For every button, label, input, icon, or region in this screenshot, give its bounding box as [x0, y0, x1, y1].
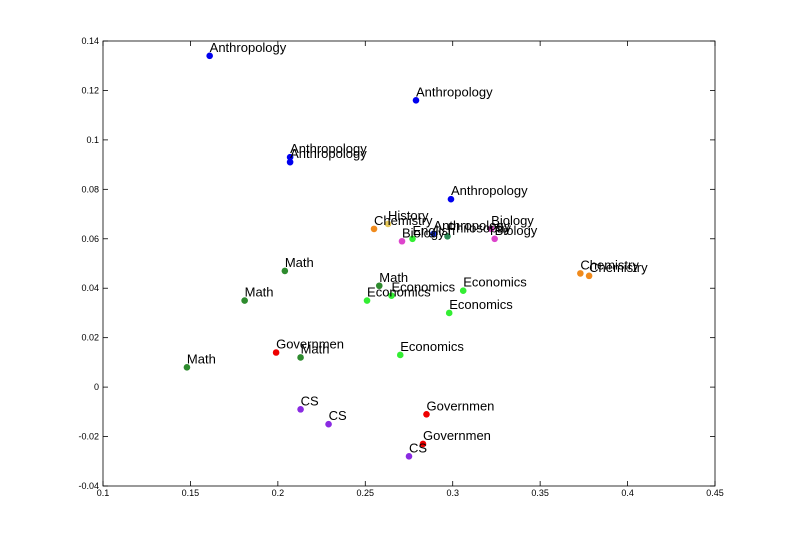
y-tick-label: -0.04 [78, 481, 99, 491]
x-tick-label: 0.35 [531, 488, 549, 498]
data-point [388, 292, 395, 299]
x-tick-label: 0.3 [446, 488, 459, 498]
y-tick-label: 0.02 [81, 333, 99, 343]
data-point [297, 354, 304, 361]
point-label: Anthropology [433, 218, 510, 233]
x-tick-label: 0.4 [621, 488, 634, 498]
data-point [396, 351, 404, 359]
data-point [577, 270, 584, 277]
point-label: Chemistry [589, 260, 648, 275]
data-point [206, 52, 213, 60]
y-tick-label: 0.08 [81, 184, 99, 194]
point-label: History [388, 208, 429, 223]
data-point [384, 220, 392, 228]
data-point [423, 411, 430, 418]
point-label: Chemistry [580, 257, 639, 272]
point-label: Math [245, 285, 274, 300]
point-label: Math [379, 270, 408, 285]
point-label: Economics [463, 275, 527, 290]
data-point [375, 282, 383, 290]
data-point [430, 230, 437, 238]
y-tick-label: 0.1 [86, 135, 99, 145]
point-label: Math [301, 341, 330, 356]
point-label: Philosophy [447, 220, 511, 235]
x-tick-label: 0.45 [706, 488, 724, 498]
point-label: Anthropology [416, 84, 493, 99]
point-label: Governmen [276, 337, 344, 352]
point-labels: AnthropologyAnthropologyAnthropologyAnth… [187, 40, 648, 456]
data-point [398, 237, 406, 245]
x-tick-label: 0.2 [272, 488, 285, 498]
data-point [487, 225, 495, 233]
data-point [325, 420, 332, 428]
data-point [405, 453, 413, 460]
y-tick-label: -0.02 [78, 432, 99, 442]
data-point [444, 233, 451, 240]
point-label: Governmen [423, 428, 491, 443]
point-label: Biology [495, 223, 538, 238]
point-label: Economics [367, 285, 431, 300]
data-point [412, 97, 420, 104]
point-label: Economics [400, 339, 464, 354]
plot-area [102, 40, 716, 487]
data-point [445, 309, 453, 317]
point-label: Biology [402, 225, 445, 240]
x-tick-label: 0.25 [357, 488, 375, 498]
data-point [286, 158, 294, 166]
data-point [447, 195, 455, 203]
data-point [370, 225, 378, 233]
data-point [419, 440, 427, 448]
point-label: Anthropology [290, 146, 367, 161]
data-point [286, 153, 294, 161]
data-point [183, 364, 191, 371]
point-label: CS [409, 440, 427, 455]
point-label: Economics [392, 280, 456, 295]
point-label: Biology [491, 213, 534, 228]
data-point [241, 297, 248, 304]
y-tick-label: 0.14 [81, 36, 99, 46]
data-point [297, 406, 304, 413]
y-axis: -0.04 -0.02 0 0.02 0.04 0.06 0.08 0.1 0.12 0.14 [78, 36, 715, 491]
point-label: Math [187, 351, 216, 366]
x-tick-label: 0.1 [97, 488, 110, 498]
x-tick-label: 0.15 [182, 488, 200, 498]
data-points [183, 52, 593, 460]
point-label: Chemistry [374, 213, 433, 228]
data-point [281, 267, 289, 275]
data-point [363, 297, 371, 304]
point-label: CS [329, 408, 347, 423]
y-tick-label: 0.06 [81, 234, 99, 244]
point-label: Anthropology [451, 183, 528, 198]
data-point [585, 272, 593, 280]
point-label: English [412, 223, 455, 238]
x-axis: 0.1 0.15 0.2 0.25 0.3 0.35 0.4 0.45 [97, 41, 724, 498]
data-point [409, 235, 416, 243]
y-tick-label: 0.12 [81, 85, 99, 95]
data-point [272, 349, 280, 356]
y-tick-label: 0 [94, 382, 99, 392]
point-label: Governmen [426, 398, 494, 413]
point-label: Anthropology [290, 141, 367, 156]
data-point [491, 235, 498, 243]
y-tick-label: 0.04 [81, 283, 99, 293]
point-label: CS [301, 393, 319, 408]
point-label: Anthropology [210, 40, 287, 55]
point-label: Economics [449, 297, 513, 312]
data-point [459, 287, 467, 294]
point-label: Math [285, 255, 314, 270]
